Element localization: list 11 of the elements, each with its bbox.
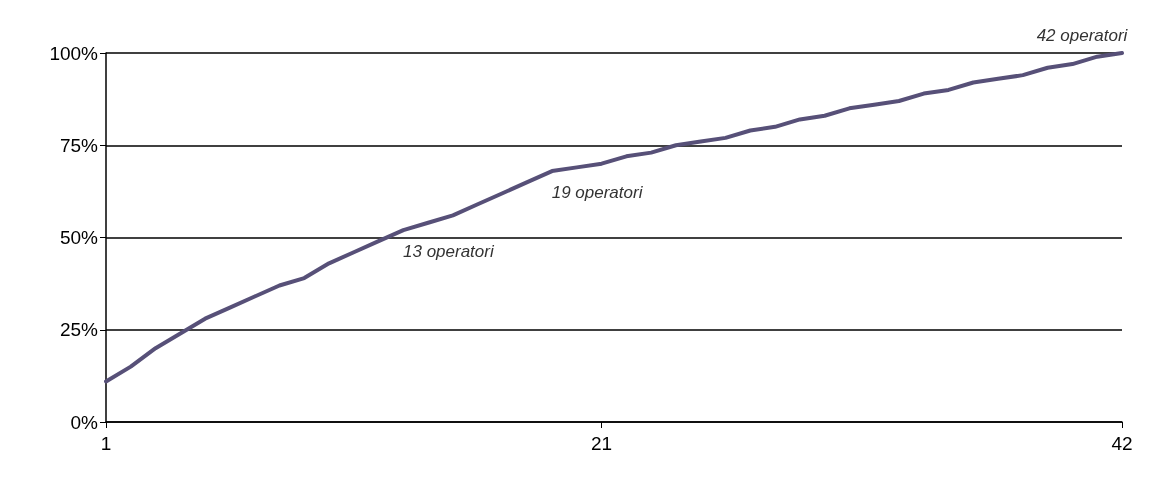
annotation: 13 operatori (403, 242, 495, 262)
y-tick-label: 75% (59, 134, 99, 156)
annotation: 42 operatori (1036, 26, 1129, 45)
y-tick-label: 100% (49, 42, 99, 64)
y-tick-label: 0% (70, 411, 99, 433)
x-tick-label: 1 (100, 433, 112, 454)
x-tick-label: 21 (591, 433, 613, 454)
x-tick-label: 42 (1111, 433, 1133, 454)
annotation: 19 operatori (551, 183, 644, 203)
y-tick-label: 50% (59, 227, 99, 248)
y-tick-label: 25% (59, 319, 99, 341)
